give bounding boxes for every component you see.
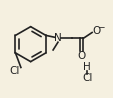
Text: Cl: Cl bbox=[10, 66, 20, 76]
Text: N: N bbox=[54, 33, 61, 43]
Text: −: − bbox=[96, 22, 104, 31]
Text: Cl: Cl bbox=[81, 73, 92, 83]
Text: O: O bbox=[77, 51, 85, 61]
Text: H: H bbox=[83, 62, 90, 72]
Text: O: O bbox=[91, 26, 99, 36]
